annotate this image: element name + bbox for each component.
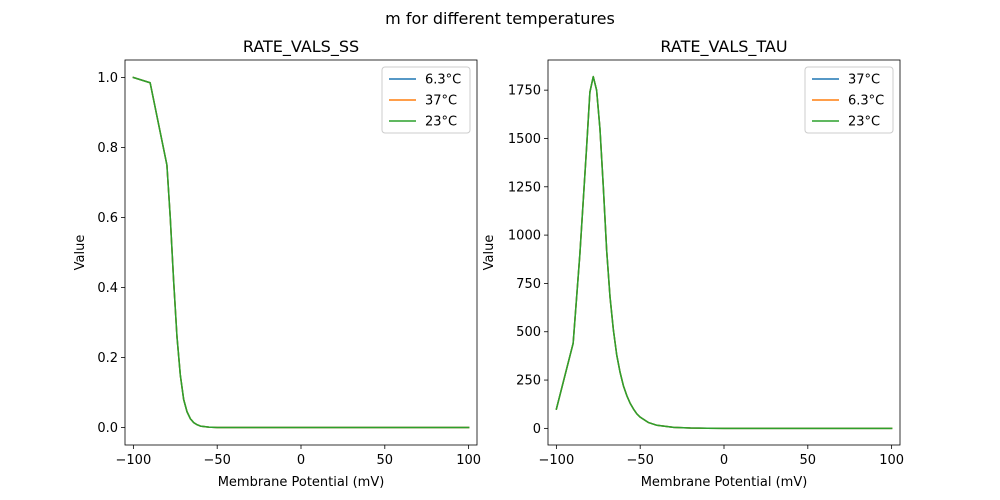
legend-label-2: 23°C xyxy=(848,115,880,130)
legend-label-1: 37°C xyxy=(425,94,457,109)
legend-label-0: 6.3°C xyxy=(425,73,461,88)
x-axis-label: Membrane Potential (mV) xyxy=(218,475,385,490)
y-tick-label: 1250 xyxy=(508,180,541,195)
y-tick-label: 0.8 xyxy=(97,141,118,156)
y-tick-label: 1500 xyxy=(508,132,541,147)
y-tick-label: 250 xyxy=(516,374,541,389)
subplot-rate-vals-tau: RATE_VALS_TAU−100 −50 0 50 10002505007501000… xyxy=(482,37,904,490)
x-tick-label: −100 xyxy=(116,453,152,468)
y-tick-label: 0.0 xyxy=(97,421,118,436)
x-tick-label: 0 xyxy=(297,453,305,468)
series-line-2 xyxy=(132,76,470,429)
subplot-title: RATE_VALS_SS xyxy=(243,37,359,57)
x-tick-label: 50 xyxy=(377,453,394,468)
y-tick-label: 0.6 xyxy=(97,211,118,226)
x-tick-label: −50 xyxy=(203,453,230,468)
subplot-title: RATE_VALS_TAU xyxy=(660,37,787,57)
y-tick-label: 0.4 xyxy=(97,281,118,296)
legend: 37°C 6.3°C 23°C xyxy=(804,66,894,134)
y-tick-label: 0 xyxy=(533,422,541,437)
y-tick-label: 0.2 xyxy=(97,351,118,366)
legend-label-2: 23°C xyxy=(425,115,457,130)
x-tick-label: −100 xyxy=(539,453,575,468)
legend: 6.3°C 37°C 23°C xyxy=(381,66,471,134)
legend-label-0: 37°C xyxy=(848,73,880,88)
x-tick-label: 50 xyxy=(800,453,817,468)
x-axis-label: Membrane Potential (mV) xyxy=(641,475,808,490)
series-line-2 xyxy=(555,75,893,430)
y-tick-label: 1.0 xyxy=(97,71,118,86)
x-tick-label: −50 xyxy=(626,453,653,468)
x-tick-label: 100 xyxy=(879,453,904,468)
subplot-rate-vals-ss: RATE_VALS_SS −100 −50 0 50 100 0.0 0.2 0.4 0.6 0.8… xyxy=(73,37,481,490)
x-tick-label: 0 xyxy=(720,453,728,468)
y-tick-label: 1750 xyxy=(508,84,541,99)
legend-box xyxy=(381,66,471,134)
legend-box xyxy=(804,66,894,134)
x-tick-label: 100 xyxy=(456,453,481,468)
y-axis-label: Value xyxy=(482,235,497,271)
legend-label-1: 6.3°C xyxy=(848,94,884,109)
y-tick-label: 1000 xyxy=(508,229,541,244)
figure-suptitle: m for different temperatures xyxy=(385,9,615,28)
y-axis-label: Value xyxy=(73,235,88,271)
y-tick-label: 750 xyxy=(516,277,541,292)
y-tick-label: 500 xyxy=(516,325,541,340)
